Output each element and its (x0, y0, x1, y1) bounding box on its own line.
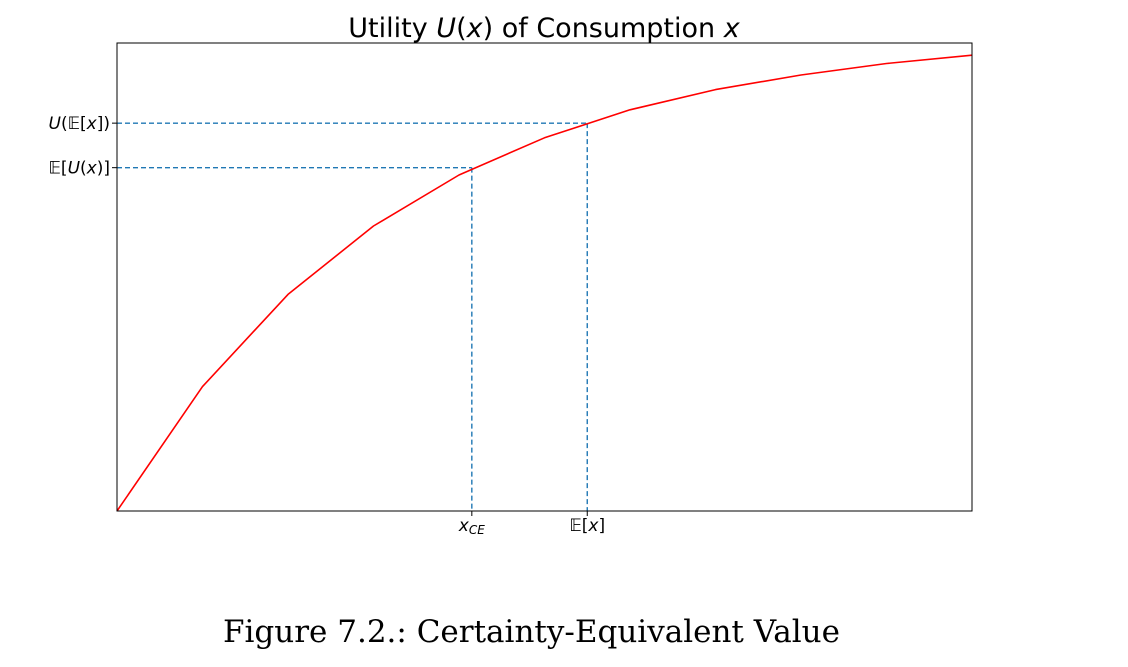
series-layer (116, 54, 973, 512)
utility-chart: Utility U(x) of Consumption x xCE 𝔼[x] U(… (49, 13, 973, 537)
utility-curve-line (116, 54, 973, 512)
figure-caption: Figure 7.2.: Certainty-Equivalent Value (223, 614, 840, 650)
y-tick-label: 𝔼[U(x)] (49, 159, 110, 179)
plot-area-frame (116, 42, 973, 512)
x-ticks: xCE 𝔼[x] (458, 511, 605, 537)
reference-lines (117, 122, 588, 511)
x-tick-label: xCE (458, 516, 485, 537)
x-tick-label: 𝔼[x] (569, 516, 605, 536)
y-ticks: U(𝔼[x]) 𝔼[U(x)] (49, 114, 117, 179)
chart-title: Utility U(x) of Consumption x (348, 13, 740, 44)
y-tick-label: U(𝔼[x]) (49, 114, 110, 134)
